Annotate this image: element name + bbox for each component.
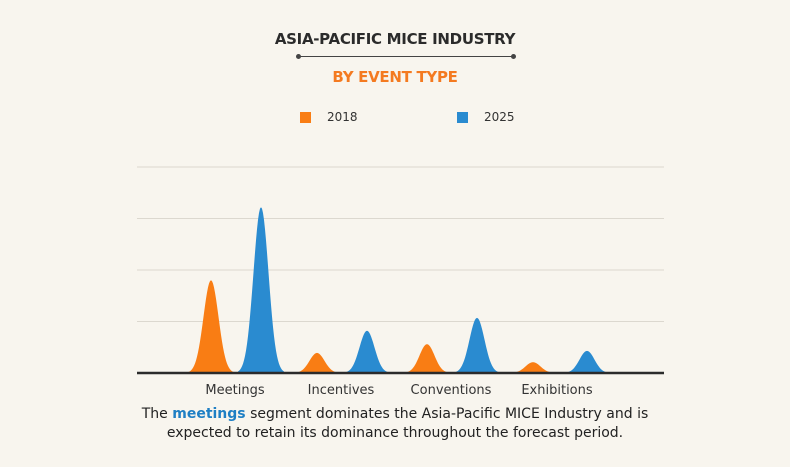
x-tick-label: Incentives bbox=[308, 383, 375, 398]
peak-incentives-2018 bbox=[294, 352, 340, 373]
chart-plot: Meetings Incentives Conventions Exhibitions bbox=[137, 166, 664, 398]
caption-suffix: segment dominates the Asia-Pacific MICE … bbox=[245, 406, 649, 422]
caption-prefix: The bbox=[141, 406, 173, 422]
peak-meetings-2018 bbox=[188, 280, 234, 373]
legend-label-2018: 2018 bbox=[327, 110, 358, 124]
legend-swatch-2025 bbox=[457, 111, 468, 123]
title-divider bbox=[298, 56, 514, 57]
peak-exhibitions-2018 bbox=[510, 362, 556, 373]
caption-highlight: meetings bbox=[172, 406, 246, 422]
legend-2018: 2018 bbox=[300, 110, 358, 124]
peak-incentives-2025 bbox=[344, 330, 390, 373]
legend-swatch-2018 bbox=[300, 111, 311, 123]
chart-subtitle: BY EVENT TYPE bbox=[332, 68, 458, 86]
divider-dot-right bbox=[511, 54, 516, 59]
legend-label-2025: 2025 bbox=[484, 110, 515, 124]
chart-title: ASIA-PACIFIC MICE INDUSTRY bbox=[274, 30, 516, 48]
x-tick-label: Meetings bbox=[205, 383, 264, 398]
x-tick-label: Exhibitions bbox=[521, 383, 593, 398]
caption-line2: expected to retain its dominance through… bbox=[166, 425, 624, 441]
peak-conventions-2025 bbox=[454, 317, 500, 373]
peak-exhibitions-2025 bbox=[564, 350, 610, 373]
x-tick-label: Conventions bbox=[411, 383, 492, 398]
legend-2025: 2025 bbox=[457, 110, 515, 124]
divider-dot-left bbox=[296, 54, 301, 59]
chart-caption: The meetings segment dominates the Asia-… bbox=[0, 405, 790, 443]
peak-meetings-2025 bbox=[238, 207, 284, 373]
peak-conventions-2018 bbox=[404, 344, 450, 373]
